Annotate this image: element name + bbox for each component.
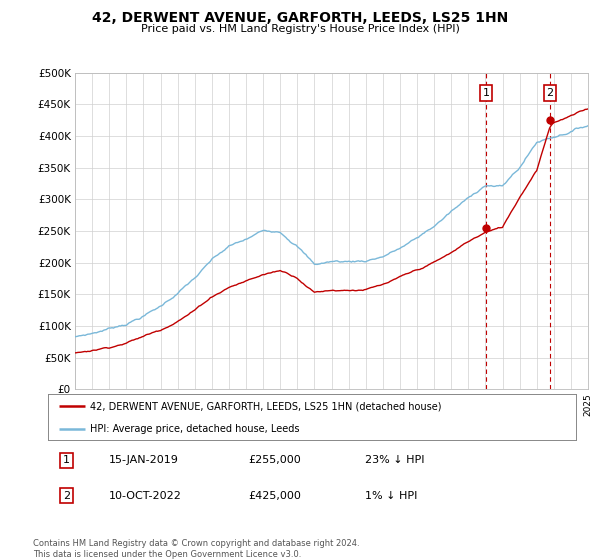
Text: Price paid vs. HM Land Registry's House Price Index (HPI): Price paid vs. HM Land Registry's House …	[140, 24, 460, 34]
Text: 10-OCT-2022: 10-OCT-2022	[109, 491, 182, 501]
Text: Contains HM Land Registry data © Crown copyright and database right 2024.
This d: Contains HM Land Registry data © Crown c…	[33, 539, 359, 559]
Text: HPI: Average price, detached house, Leeds: HPI: Average price, detached house, Leed…	[90, 424, 300, 434]
Text: 1: 1	[482, 88, 490, 98]
Text: 23% ↓ HPI: 23% ↓ HPI	[365, 455, 424, 465]
Text: 2: 2	[547, 88, 554, 98]
Text: 42, DERWENT AVENUE, GARFORTH, LEEDS, LS25 1HN: 42, DERWENT AVENUE, GARFORTH, LEEDS, LS2…	[92, 11, 508, 25]
Text: £255,000: £255,000	[248, 455, 301, 465]
Text: 1% ↓ HPI: 1% ↓ HPI	[365, 491, 417, 501]
Text: 15-JAN-2019: 15-JAN-2019	[109, 455, 179, 465]
Text: £425,000: £425,000	[248, 491, 302, 501]
Text: 42, DERWENT AVENUE, GARFORTH, LEEDS, LS25 1HN (detached house): 42, DERWENT AVENUE, GARFORTH, LEEDS, LS2…	[90, 401, 442, 411]
Text: 1: 1	[63, 455, 70, 465]
Text: 2: 2	[63, 491, 70, 501]
